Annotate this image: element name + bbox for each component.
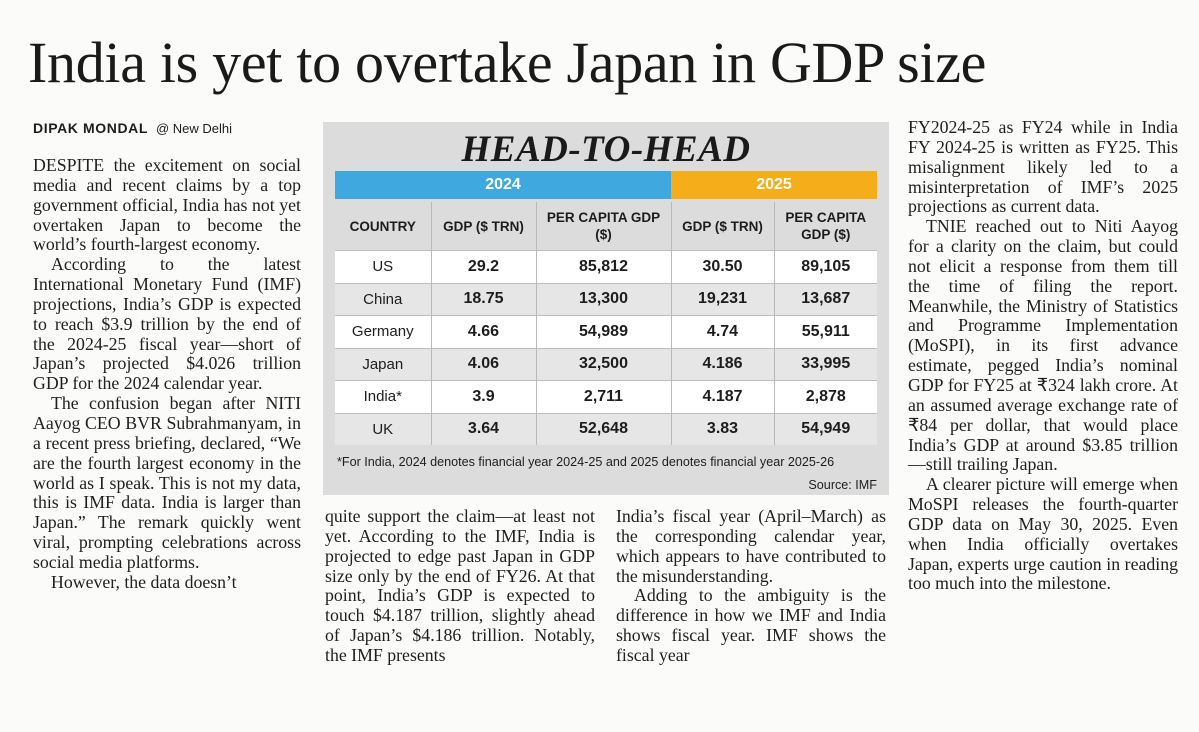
paragraph: However, the data doesn’t — [51, 571, 237, 592]
table-footnote: *For India, 2024 denotes financial year … — [337, 455, 835, 469]
box-title: HEAD-TO-HEAD — [461, 129, 751, 170]
table-cell: 4.66 — [431, 315, 537, 348]
article-column-4: FY2024-25 as FY24 while in India FY 2024… — [908, 117, 1178, 594]
country-cell: India* — [335, 380, 432, 413]
header-per-capita-2024: PER CAPITA GDP ($) — [536, 202, 672, 251]
table-cell: 32,500 — [536, 347, 672, 381]
table-cell: 3.83 — [671, 412, 775, 445]
table-cell: 54,989 — [536, 315, 672, 348]
header-per-capita-2025: PER CAPITA GDP ($) — [785, 210, 867, 242]
table-cell: 3.64 — [431, 412, 537, 445]
country-cell: UK — [335, 412, 432, 445]
table-cell: 4.06 — [431, 347, 537, 381]
table-row: Germany 4.66 54,989 4.74 55,911 — [335, 315, 877, 348]
table-cell: 89,105 — [774, 250, 877, 283]
table-cell: 4.187 — [671, 380, 775, 413]
table-cell: 13,300 — [536, 282, 672, 316]
paragraph: TNIE reached out to Niti Aayog for a cla… — [908, 216, 1178, 475]
paragraph: FY2024-25 as FY24 while in India FY 2024… — [908, 117, 1178, 217]
table-header-row: COUNTRY GDP ($ TRN) PER CAPITA GDP ($) G… — [335, 202, 877, 251]
table-cell: 3.9 — [431, 380, 537, 413]
author-name: DIPAK MONDAL — [33, 120, 149, 136]
table-cell: 29.2 — [431, 250, 537, 283]
table-cell: 18.75 — [431, 282, 537, 316]
table-cell: 30.50 — [671, 250, 775, 283]
year-2025-header: 2025 — [671, 171, 877, 199]
table-cell: 85,812 — [536, 250, 672, 283]
table-cell: 55,911 — [774, 315, 877, 348]
table-cell: 52,648 — [536, 412, 672, 445]
paragraph: DESPITE the excitement on social media a… — [33, 155, 301, 255]
table-cell: 4.74 — [671, 315, 775, 348]
head-to-head-box: HEAD-TO-HEAD 2024 2025 COUNTRY GDP ($ TR… — [323, 122, 889, 495]
gdp-table: COUNTRY GDP ($ TRN) PER CAPITA GDP ($) G… — [335, 202, 877, 445]
article-column-2: quite support the claim—at least not yet… — [325, 506, 595, 666]
table-cell: 4.186 — [671, 347, 775, 381]
byline: DIPAK MONDAL @ New Delhi — [33, 120, 232, 136]
table-cell: 13,687 — [774, 282, 877, 316]
country-cell: US — [335, 250, 432, 283]
headline: India is yet to overtake Japan in GDP si… — [28, 30, 987, 95]
country-cell: Japan — [335, 347, 432, 381]
header-gdp-2025: GDP ($ TRN) — [671, 202, 775, 251]
table-cell: 54,949 — [774, 412, 877, 445]
table-row: Japan 4.06 32,500 4.186 33,995 — [335, 347, 877, 381]
table-cell: 2,878 — [774, 380, 877, 413]
table-cell: 2,711 — [536, 380, 672, 413]
table-source: Source: IMF — [808, 478, 877, 492]
country-cell: China — [335, 282, 432, 316]
country-cell: Germany — [335, 315, 432, 348]
paragraph: According to the latest International Mo… — [33, 254, 301, 394]
paragraph: quite support the claim—at least not yet… — [325, 506, 595, 665]
table-row: India* 3.9 2,711 4.187 2,878 — [335, 380, 877, 413]
paragraph: A clearer picture will emerge when MoSPI… — [908, 474, 1178, 594]
article-column-3: India’s fiscal year (April–March) as the… — [616, 506, 886, 666]
dateline-location: @ New Delhi — [155, 121, 232, 136]
article-column-1: DESPITE the excitement on social media a… — [33, 155, 301, 593]
table-row: China 18.75 13,300 19,231 13,687 — [335, 282, 877, 316]
table-row: UK 3.64 52,648 3.83 54,949 — [335, 412, 877, 445]
header-gdp-2024: GDP ($ TRN) — [431, 202, 537, 251]
header-country: COUNTRY — [335, 202, 432, 251]
paragraph: India’s fiscal year (April–March) as the… — [616, 506, 886, 586]
table-row: US 29.2 85,812 30.50 89,105 — [335, 250, 877, 283]
table-cell: 19,231 — [671, 282, 775, 316]
paragraph: Adding to the ambiguity is the differenc… — [616, 585, 886, 665]
paragraph: The confusion began after NITI Aayog CEO… — [33, 393, 301, 572]
year-2024-header: 2024 — [335, 171, 671, 199]
table-cell: 33,995 — [774, 347, 877, 381]
